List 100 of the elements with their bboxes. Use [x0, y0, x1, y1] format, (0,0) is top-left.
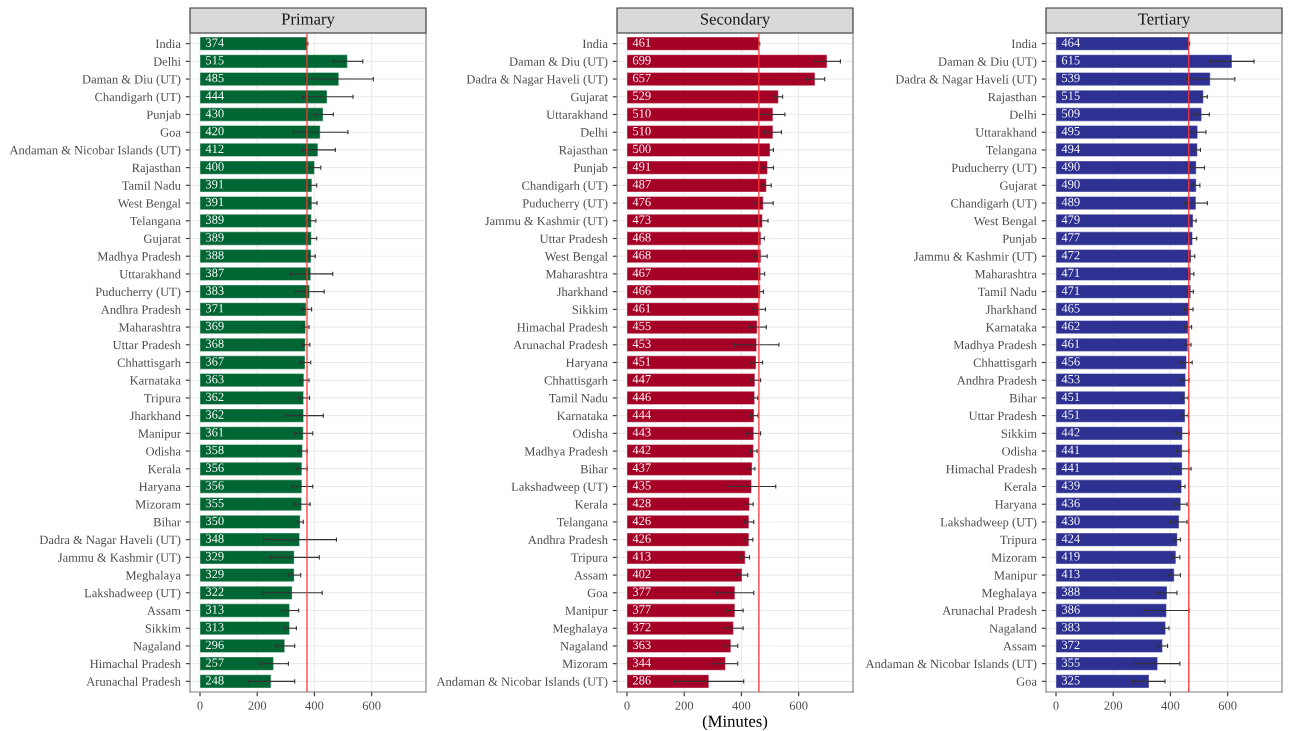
- data-label: 529: [633, 91, 651, 100]
- y-tick-label: Mizoram: [562, 659, 608, 669]
- y-tick-label: Gujarat: [144, 234, 181, 246]
- x-axis-title: (Minutes): [702, 715, 768, 731]
- y-tick-label: Assam: [574, 571, 608, 580]
- y-tick-label: Tripura: [571, 553, 608, 565]
- data-label: 467: [632, 268, 651, 278]
- y-tick-label: Punjab: [1002, 234, 1037, 246]
- data-label: 329: [206, 569, 224, 579]
- data-label: 515: [206, 56, 224, 65]
- x-tick-label: 200: [675, 701, 694, 710]
- data-label: 358: [206, 445, 224, 455]
- data-label: 441: [1061, 445, 1080, 455]
- y-tick-label: Chhattisgarh: [117, 358, 181, 370]
- y-tick-label: Chandigarh (UT): [522, 181, 608, 193]
- data-label: 386: [1062, 605, 1080, 614]
- x-tick-label: 200: [1104, 701, 1123, 710]
- data-label: 456: [1061, 357, 1080, 366]
- y-tick-label: Lakshadweep (UT): [84, 588, 181, 600]
- y-tick-label: Karnataka: [556, 411, 608, 421]
- data-label: 391: [206, 197, 224, 207]
- data-label: 455: [632, 321, 651, 331]
- data-label: 363: [206, 374, 224, 384]
- data-label: 466: [632, 286, 651, 295]
- y-tick-label: Odisha: [573, 429, 608, 438]
- data-label: 439: [1061, 481, 1080, 490]
- y-tick-label: Odisha: [1002, 446, 1037, 456]
- data-label: 374: [206, 38, 224, 47]
- data-label: 461: [632, 304, 651, 313]
- data-label: 329: [206, 552, 224, 561]
- y-tick-label: Nagaland: [989, 623, 1037, 636]
- y-tick-label: Uttar Pradesh: [968, 411, 1037, 421]
- data-label: 344: [633, 658, 651, 667]
- data-label: 443: [632, 428, 651, 437]
- y-tick-label: India: [155, 39, 181, 49]
- y-tick-label: Tamil Nadu: [122, 181, 181, 190]
- data-label: 383: [1062, 622, 1080, 632]
- y-tick-label: Maharashtra: [118, 322, 181, 332]
- y-tick-label: Jammu & Kashmir (UT): [484, 216, 608, 228]
- data-label: 355: [206, 498, 224, 508]
- data-label: 657: [632, 73, 651, 83]
- data-label: 296: [205, 640, 224, 650]
- y-tick-label: Kerala: [1004, 482, 1037, 491]
- y-tick-label: Dadra & Nagar Haveli (UT): [466, 74, 608, 87]
- y-tick-label: Andhra Pradesh: [527, 535, 608, 545]
- y-tick-label: Nagaland: [560, 641, 608, 653]
- y-tick-label: Gujarat: [571, 92, 608, 104]
- y-tick-label: Chhattisgarh: [544, 375, 608, 388]
- y-tick-label: Telangana: [130, 216, 181, 228]
- data-label: 485: [205, 73, 224, 83]
- y-tick-label: Uttar Pradesh: [112, 340, 181, 350]
- y-tick-label: Haryana: [139, 482, 181, 494]
- y-tick-label: Rajasthan: [559, 145, 608, 157]
- y-tick-label: Arunachal Pradesh: [942, 606, 1037, 615]
- data-label: 468: [632, 233, 651, 242]
- data-label: 461: [632, 38, 651, 47]
- data-label: 442: [1061, 428, 1080, 437]
- y-tick-label: Haryana: [566, 358, 608, 370]
- data-label: 412: [205, 144, 224, 153]
- y-tick-label: Puducherry (UT): [522, 198, 608, 211]
- x-tick-label: 600: [1218, 701, 1237, 710]
- data-label: 509: [1062, 109, 1080, 118]
- data-label: 510: [633, 126, 651, 136]
- data-label: 539: [1062, 73, 1080, 83]
- y-tick-label: Chandigarh (UT): [95, 92, 181, 104]
- data-label: 699: [632, 56, 651, 65]
- data-label: 441: [1061, 463, 1080, 472]
- y-tick-label: Karnataka: [985, 322, 1037, 332]
- data-label: 465: [1061, 304, 1080, 313]
- y-tick-label: Puducherry (UT): [95, 287, 181, 299]
- data-label: 447: [632, 374, 651, 384]
- y-tick-label: Daman & Diu (UT): [509, 57, 608, 69]
- data-label: 313: [206, 605, 224, 614]
- y-tick-label: Delhi: [580, 127, 608, 137]
- y-tick-label: Daman & Diu (UT): [938, 57, 1037, 69]
- data-label: 510: [633, 109, 651, 118]
- y-tick-label: Manipur: [138, 429, 181, 441]
- data-label: 500: [633, 144, 651, 154]
- y-tick-label: Meghalaya: [981, 588, 1037, 600]
- data-label: 377: [633, 587, 651, 596]
- data-label: 615: [1061, 56, 1080, 65]
- y-tick-label: Goa: [160, 128, 181, 137]
- y-tick-label: Bihar: [580, 464, 608, 474]
- x-tick-label: 400: [305, 701, 324, 710]
- data-label: 362: [206, 410, 224, 419]
- data-label: 444: [632, 410, 651, 419]
- data-label: 387: [206, 268, 224, 278]
- data-label: 461: [1061, 339, 1080, 348]
- x-tick-label: 0: [1053, 701, 1059, 710]
- y-tick-label: Andaman & Nicobar Islands (UT): [865, 659, 1037, 671]
- data-label: 419: [1061, 552, 1080, 561]
- y-tick-label: Punjab: [146, 110, 181, 122]
- y-tick-label: Chandigarh (UT): [951, 198, 1037, 211]
- data-label: 257: [205, 658, 224, 667]
- y-tick-label: Andhra Pradesh: [100, 305, 181, 314]
- y-tick-label: Telangana: [557, 517, 608, 529]
- data-label: 494: [1061, 144, 1080, 154]
- x-tick-label: 200: [248, 701, 267, 710]
- data-label: 515: [1062, 91, 1080, 100]
- data-label: 371: [206, 304, 224, 313]
